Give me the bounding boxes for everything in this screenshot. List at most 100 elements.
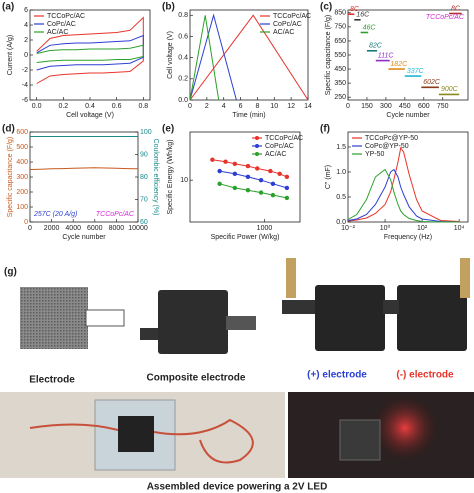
y-tick-label: 6: [24, 7, 28, 14]
panel-label: (a): [2, 2, 14, 13]
legend-label: CoPc@YP-50: [365, 143, 409, 150]
y-axis-label: Current (A/g): [7, 35, 14, 75]
x-tick-label: 0: [346, 103, 350, 110]
y-tick-label: 250: [334, 94, 346, 101]
marker: [258, 177, 264, 183]
electrode-photo: [20, 287, 88, 349]
panel-label: (c): [320, 2, 332, 13]
x-axis-label: Cell voltage (V): [66, 112, 114, 119]
legend-label: TCCoPc/AC: [47, 13, 85, 20]
y2-tick-label: 60: [140, 219, 148, 226]
x-tick-label: 0.0: [32, 103, 42, 110]
segment-label: 16C: [356, 12, 370, 19]
plot-data: [348, 12, 462, 96]
y-tick-label: 450: [334, 66, 346, 73]
annotation: 257C (20 A/g): [33, 211, 77, 218]
x-axis-label: Specific Power (W/kg): [211, 234, 280, 241]
marker: [284, 185, 290, 191]
y-tick-label: 1.0: [336, 169, 346, 176]
segment-label: 8C: [451, 5, 461, 12]
marker: [255, 166, 260, 171]
y-tick-label: 550: [334, 52, 346, 59]
legend-label: CoPc/AC: [265, 143, 294, 150]
y-tick-label: -2: [22, 67, 28, 74]
legend-marker: [255, 144, 259, 148]
plot-data: [210, 157, 290, 201]
y-axis-label: Cell voltage (V): [167, 31, 174, 79]
x-tick-label: 2000: [44, 225, 60, 232]
series-line: [36, 34, 144, 71]
annotation: TCCoPc/AC: [96, 211, 135, 218]
clip: [286, 258, 296, 298]
y2-tick-label: 90: [140, 151, 148, 158]
x-tick-label: 300: [380, 103, 392, 110]
photo-row: [20, 258, 470, 354]
segment-label: 82C: [369, 43, 383, 50]
y2-tick-label: 100: [140, 129, 152, 136]
marker: [245, 187, 251, 193]
led-glow: [370, 393, 440, 463]
y-tick-label: 0.0: [336, 219, 346, 226]
plot-frame: [347, 131, 469, 223]
x-tick-label: 0: [188, 103, 192, 110]
legend-label: TCCoPc/AC: [273, 13, 311, 20]
marker: [223, 159, 228, 164]
legend-marker: [255, 136, 259, 140]
marker: [258, 190, 264, 195]
y-axis-label: Specific Energy (Wh/kg): [167, 139, 174, 214]
plot-frame: [29, 131, 139, 223]
marker: [232, 171, 238, 177]
y-tick-label: 0.6: [178, 33, 188, 40]
marker: [277, 171, 282, 177]
legend-marker: [255, 152, 259, 156]
x-tick-label: 1000: [257, 225, 273, 232]
segment-label: 900C: [441, 86, 459, 93]
x-tick-label: 4000: [65, 225, 81, 232]
plot-frame: [189, 9, 309, 101]
legend-label: AC/AC: [47, 29, 68, 36]
plot-data: [347, 146, 460, 223]
y-tick-label: 300: [16, 174, 28, 181]
y-tick-label: 750: [334, 24, 346, 31]
segment-label: 111C: [378, 52, 395, 59]
electrode-tab: [85, 309, 125, 327]
device-core: [339, 419, 381, 461]
legend-label: YP-50: [365, 151, 385, 158]
y-tick-label: 2: [24, 37, 28, 44]
marker: [270, 181, 276, 187]
marker: [217, 168, 222, 174]
y-tick-label: 10: [180, 177, 188, 184]
photo-label: (+) electrode: [307, 370, 367, 381]
tab: [282, 300, 316, 314]
x-tick-label: 10: [270, 103, 278, 110]
panel-label: (e): [162, 124, 174, 135]
y-tick-label: 650: [334, 38, 346, 45]
y-tick-label: 1.5: [336, 144, 346, 151]
x-tick-label: 0.4: [85, 103, 95, 110]
series-line: [36, 44, 144, 63]
legend-label: CoPc/AC: [47, 21, 76, 28]
panel-label: (b): [162, 2, 175, 13]
series-line: [189, 14, 309, 101]
photo-label: (-) electrode: [396, 370, 454, 381]
wires: [29, 418, 254, 464]
marker: [217, 181, 222, 187]
y-tick-label: 600: [16, 129, 28, 136]
series-line: [347, 146, 460, 222]
y-tick-label: 200: [16, 189, 28, 196]
x-tick-label: 2: [205, 103, 209, 110]
marker: [232, 161, 238, 167]
tab: [383, 300, 399, 314]
tab: [140, 328, 160, 340]
y-tick-label: 500: [16, 144, 28, 151]
marker: [284, 195, 290, 201]
legend-label: CoPc/AC: [273, 21, 302, 28]
y-tick-label: -6: [22, 97, 28, 104]
series-line: [189, 15, 220, 101]
x-axis-label: Time (min): [232, 112, 265, 119]
y-tick-label: 850: [334, 10, 346, 17]
y-axis-label: Specific capacitance (F/g): [325, 15, 332, 96]
positive-photo: [315, 285, 385, 351]
x-tick-label: 10²: [417, 225, 428, 232]
